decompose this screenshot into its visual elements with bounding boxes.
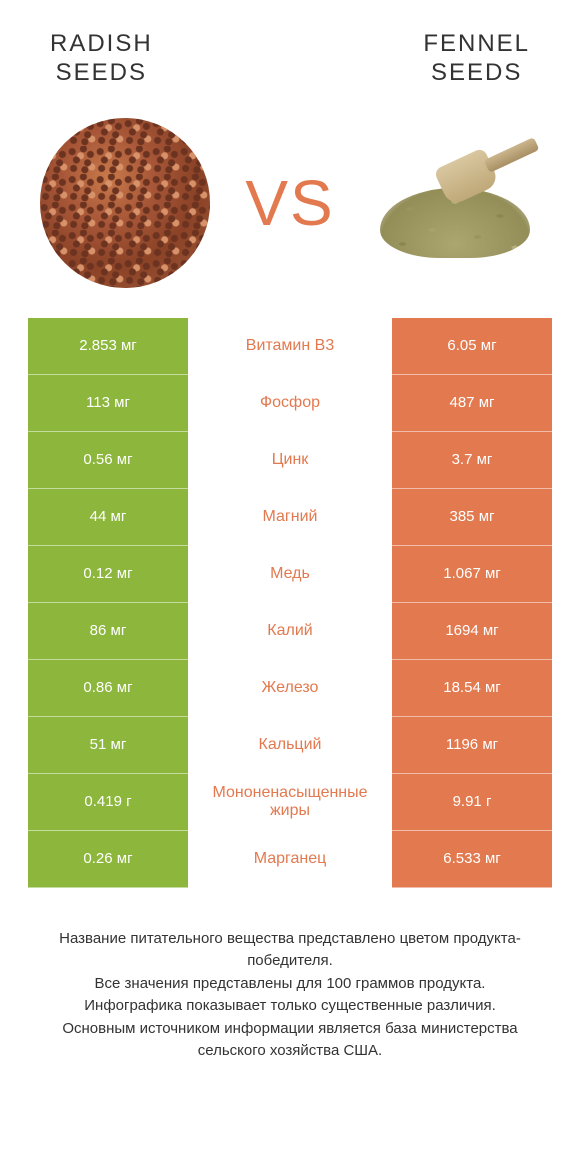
right-value-cell: 18.54 мг [392, 660, 552, 717]
table-row: 0.86 мгЖелезо18.54 мг [28, 660, 552, 717]
nutrient-label: Витамин B3 [188, 318, 392, 375]
table-row: 0.56 мгЦинк3.7 мг [28, 432, 552, 489]
right-value-cell: 3.7 мг [392, 432, 552, 489]
nutrient-label: Цинк [188, 432, 392, 489]
nutrient-label: Мононенасыщенные жиры [188, 774, 392, 831]
left-value-cell: 2.853 мг [28, 318, 188, 375]
left-value-cell: 0.12 мг [28, 546, 188, 603]
nutrient-label: Кальций [188, 717, 392, 774]
right-value-cell: 487 мг [392, 375, 552, 432]
nutrient-label: Калий [188, 603, 392, 660]
fennel-seeds-image [370, 118, 540, 288]
left-value-cell: 113 мг [28, 375, 188, 432]
right-value-cell: 6.533 мг [392, 831, 552, 888]
left-value-cell: 51 мг [28, 717, 188, 774]
table-row: 0.26 мгМарганец6.533 мг [28, 831, 552, 888]
right-value-cell: 1196 мг [392, 717, 552, 774]
images-row: VS [0, 98, 580, 318]
footer-line: Все значения представлены для 100 граммо… [28, 973, 552, 996]
left-value-cell: 0.56 мг [28, 432, 188, 489]
footer-notes: Название питательного вещества представл… [0, 888, 580, 1063]
left-product-title: RADISH SEEDS [50, 30, 153, 88]
right-product-title: FENNEL SEEDS [423, 30, 530, 88]
nutrient-label: Железо [188, 660, 392, 717]
table-row: 44 мгМагний385 мг [28, 489, 552, 546]
footer-line: Название питательного вещества представл… [28, 928, 552, 973]
right-value-cell: 1694 мг [392, 603, 552, 660]
left-value-cell: 0.419 г [28, 774, 188, 831]
nutrient-label: Фосфор [188, 375, 392, 432]
table-row: 2.853 мгВитамин B36.05 мг [28, 318, 552, 375]
left-value-cell: 86 мг [28, 603, 188, 660]
left-value-cell: 0.26 мг [28, 831, 188, 888]
table-row: 86 мгКалий1694 мг [28, 603, 552, 660]
vs-label: VS [245, 166, 334, 240]
table-row: 0.12 мгМедь1.067 мг [28, 546, 552, 603]
nutrient-label: Магний [188, 489, 392, 546]
right-value-cell: 1.067 мг [392, 546, 552, 603]
table-row: 0.419 гМононенасыщенные жиры9.91 г [28, 774, 552, 831]
footer-line: Основным источником информации является … [28, 1018, 552, 1063]
left-value-cell: 44 мг [28, 489, 188, 546]
table-row: 113 мгФосфор487 мг [28, 375, 552, 432]
footer-line: Инфографика показывает только существенн… [28, 995, 552, 1018]
comparison-table: 2.853 мгВитамин B36.05 мг113 мгФосфор487… [0, 318, 580, 888]
radish-seeds-image [40, 118, 210, 288]
right-value-cell: 385 мг [392, 489, 552, 546]
header: RADISH SEEDS FENNEL SEEDS [0, 0, 580, 98]
right-value-cell: 9.91 г [392, 774, 552, 831]
nutrient-label: Марганец [188, 831, 392, 888]
infographic-container: RADISH SEEDS FENNEL SEEDS VS 2.853 мгВит… [0, 0, 580, 1174]
right-value-cell: 6.05 мг [392, 318, 552, 375]
left-value-cell: 0.86 мг [28, 660, 188, 717]
nutrient-label: Медь [188, 546, 392, 603]
table-row: 51 мгКальций1196 мг [28, 717, 552, 774]
